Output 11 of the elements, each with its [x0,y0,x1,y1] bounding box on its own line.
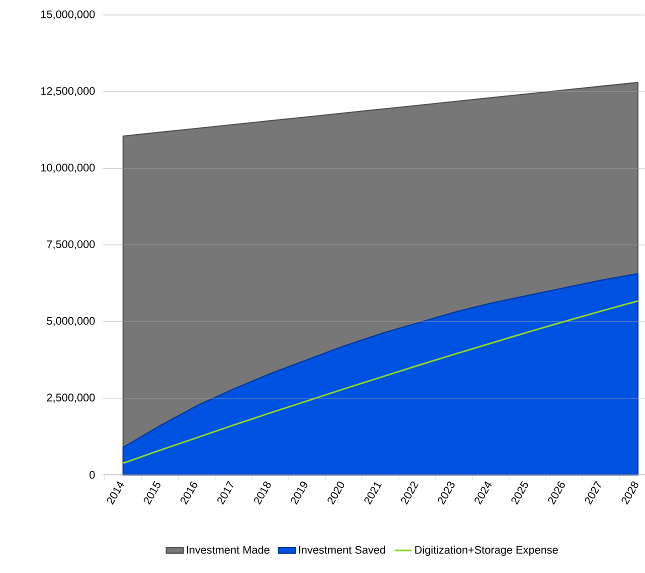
y-tick-label: 0 [90,471,95,479]
legend-label: Investment Made [186,546,270,554]
y-tick-label: 15,000,000 [41,10,95,20]
y-tick-label: 2,500,000 [47,394,95,403]
y-tick-label: 5,000,000 [46,317,95,326]
legend-label: Digitization+Storage Expense [415,546,558,556]
y-tick-label: 10,000,000 [41,164,95,173]
line-series [122,300,639,464]
y-tick-label: 7,500,000 [47,240,95,250]
y-tick-label: 12,500,000 [41,87,95,96]
legend-label: Investment Saved [299,546,386,554]
